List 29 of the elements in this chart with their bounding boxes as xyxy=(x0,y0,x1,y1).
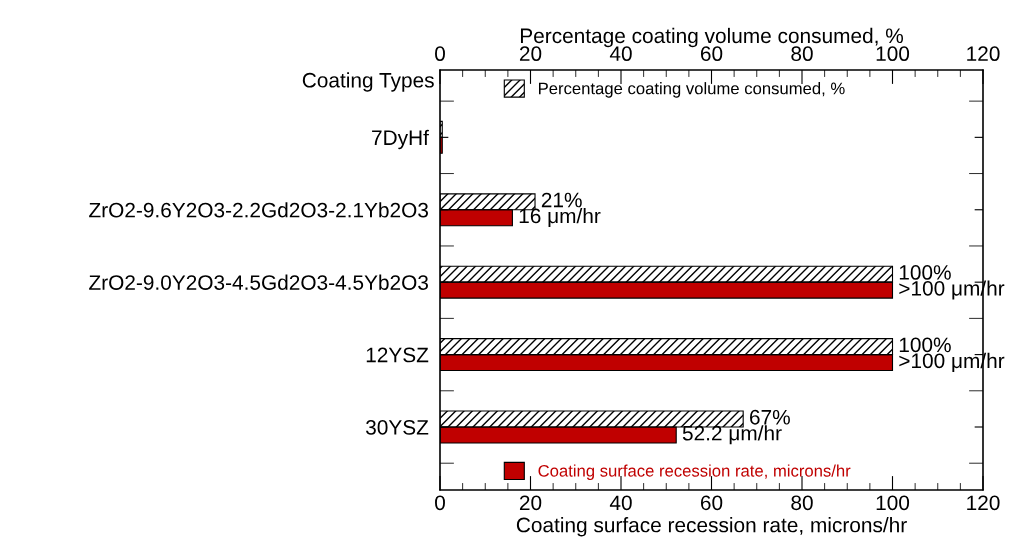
y-axis-title: Coating Types xyxy=(302,72,434,92)
y-tick-label: ZrO2-9.0Y2O3-4.5Gd2O3-4.5Yb2O3 xyxy=(89,274,428,290)
data-label: 100% xyxy=(899,337,951,353)
data-label: 100% xyxy=(899,265,951,280)
x2-tick-label: 80 xyxy=(791,46,813,62)
y-tick-label: 30YSZ xyxy=(365,420,429,435)
x-tick-label: 0 xyxy=(435,495,445,511)
y-tick-label: ZrO2-9.6Y2O3-2.2Gd2O3-2.1Yb2O3 xyxy=(89,202,428,218)
legend-label: Percentage coating volume consumed, % xyxy=(539,82,845,98)
y-tick-label: 7DyHf xyxy=(372,129,429,150)
x2-tick-label: 100 xyxy=(876,46,910,62)
data-label: 67% xyxy=(750,409,790,425)
x-tick-label: 80 xyxy=(791,495,813,511)
x-tick-label: 120 xyxy=(967,495,1000,511)
legend-label: Coating surface recession rate, microns/hr xyxy=(538,464,851,480)
x2-tick-label: 60 xyxy=(700,46,723,62)
x-tick-label: 60 xyxy=(700,495,723,511)
x-tick-label: 100 xyxy=(876,495,910,511)
x-axis-title: Coating surface recession rate, microns/hr xyxy=(516,517,907,537)
x2-tick-label: 20 xyxy=(519,46,542,62)
y-tick-label: 12YSZ xyxy=(366,347,429,363)
x2-tick-label: 0 xyxy=(435,46,445,62)
x2-tick-label: 40 xyxy=(609,46,632,62)
x-tick-label: 20 xyxy=(519,495,542,511)
data-label: 16 μm/hr xyxy=(519,208,601,228)
data-label: 21% xyxy=(541,192,582,208)
data-label: 52.2 μm/hr xyxy=(682,425,782,445)
x-tick-label: 40 xyxy=(609,495,632,511)
x2-tick-label: 120 xyxy=(967,46,1000,62)
